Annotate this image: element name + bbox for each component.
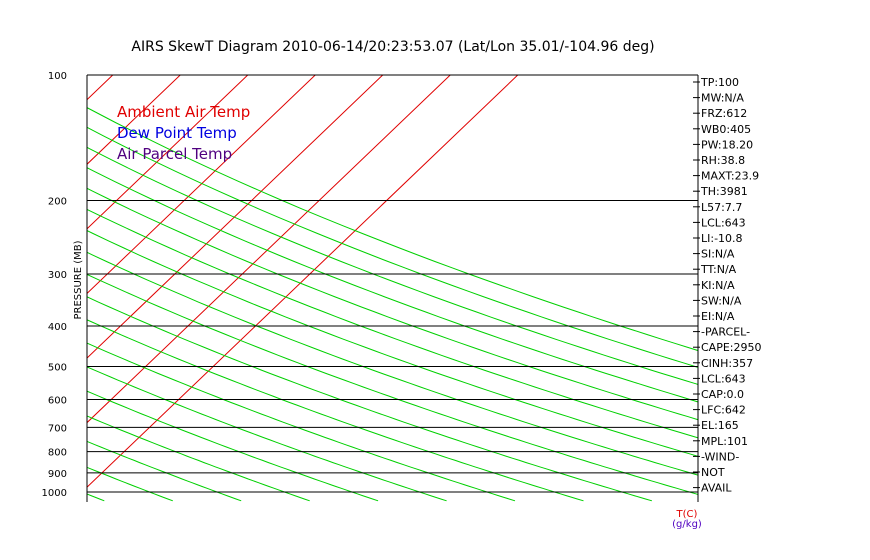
index-label: LCL:643 [701,372,746,385]
dry-adiabat-line [87,126,698,368]
index-label: LI:-10.8 [701,232,743,245]
dry-adiabat-line [0,75,36,501]
index-label: -WIND- [701,450,739,463]
index-label: -PARCEL- [701,326,750,339]
index-label: CAPE:2950 [701,341,762,354]
index-label: SI:N/A [701,248,735,261]
index-label: MPL:101 [701,435,748,448]
pressure-tick-label: 1000 [42,488,67,499]
isotherm-line [87,75,249,230]
dry-adiabat-line [87,366,447,502]
dry-adiabat-line [87,167,698,403]
mixing-ratio-line [0,209,43,500]
dry-adiabat-line [87,342,516,502]
index-label: EI:N/A [701,310,735,323]
dry-adiabat-line [87,230,698,457]
index-label: LFC:642 [701,404,746,417]
pressure-tick-label: 700 [48,423,67,434]
legend-label: Air Parcel Temp [117,145,232,163]
index-label: TP:100 [700,76,739,89]
dry-adiabat-line [87,187,698,421]
index-label: SW:N/A [701,294,742,307]
index-label: MAXT:23.9 [701,170,759,183]
pressure-tick-label: 600 [48,395,67,406]
index-label: NOT [701,466,725,479]
isotherm-line [87,75,384,359]
index-label: TT:N/A [700,263,737,276]
isobars [87,74,698,493]
dry-adiabat-line [87,273,698,495]
index-label: CAP:0.0 [701,388,744,401]
index-label: AVAIL [701,482,732,495]
index-label: PW:18.20 [701,138,753,151]
index-label: WB0:405 [701,123,751,136]
index-label: MW:N/A [701,92,744,105]
dry-adiabat-line [87,296,653,502]
legend-label: Ambient Air Temp [117,103,250,121]
index-label: RH:38.8 [701,154,745,167]
legend: Ambient Air Temp Dew Point Temp Air Parcel… [117,103,250,163]
dry-adiabat-line [87,466,173,502]
dry-adiabat-line [87,208,698,439]
dry-adiabat-line [87,493,105,502]
pressure-tick-label: 200 [48,197,67,208]
chart-title: AIRS SkewT Diagram 2010-06-14/20:23:53.0… [131,39,654,55]
dry-adiabat-line [87,390,379,502]
y-axis-label: PRESSURE (MB) [73,240,84,319]
mixing-ratio-line [0,209,16,500]
index-label: EL:165 [701,419,739,432]
index-label: FRZ:612 [701,107,747,120]
stability-indices: TP:100 MW:N/A FRZ:612 WB0:405 PW:18.20 RH:38.… [693,76,762,495]
pressure-tick-label: 100 [48,71,67,82]
dry-adiabat-line [87,415,310,502]
index-label: KI:N/A [701,279,735,292]
pressure-tick-label: 400 [48,322,67,333]
isotherm-line [87,75,451,424]
index-label: LCL:643 [701,216,746,229]
pressure-tick-label: 900 [48,469,67,480]
dry-adiabat-line [87,440,242,502]
index-label: CINH:357 [701,357,753,370]
legend-label: Dew Point Temp [117,124,237,142]
axes: 1002003004005006007008009001000-50-40-30… [42,71,702,530]
index-label: TH:3981 [700,185,748,198]
dry-adiabat-line [87,146,698,385]
isotherm-line [87,75,114,101]
grid-layer [0,66,698,502]
isotherm-line [0,66,55,501]
pressure-tick-label: 300 [48,270,67,281]
pressure-tick-label: 800 [48,448,67,459]
dry-adiabat-line [87,319,584,502]
isotherm-line [87,75,316,295]
index-label: L57:7.7 [701,201,742,214]
mixing-ratio-unit: (g/kg) [672,519,702,530]
dry-adiabat-line [87,251,698,476]
pressure-tick-label: 500 [48,362,67,373]
isotherm-line [87,75,181,165]
dry-adiabat-line [87,107,698,352]
bottom-axis-unit: T(C) [676,509,698,520]
